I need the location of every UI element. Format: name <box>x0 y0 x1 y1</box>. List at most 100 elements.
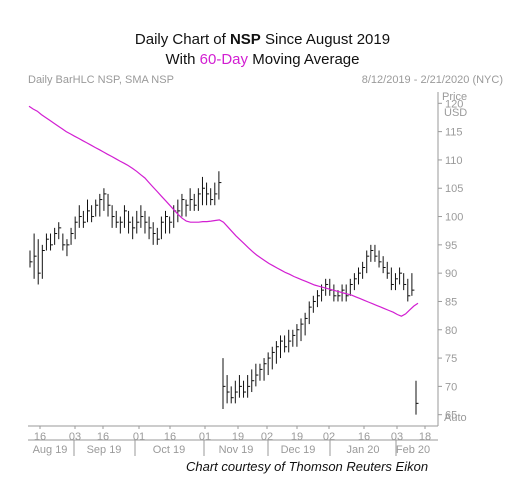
x-tick-label: 16 <box>164 431 176 443</box>
y-tick-label: 100 <box>445 212 463 224</box>
y-tick-label: 90 <box>445 268 457 280</box>
price-bar <box>325 278 329 296</box>
title-suffix: Since August 2019 <box>260 31 391 48</box>
x-tick-label: 19 <box>232 431 244 443</box>
y-tick-label: 70 <box>445 381 457 393</box>
price-bar <box>136 210 140 234</box>
subtitle-highlight: 60-Day <box>199 51 249 68</box>
price-bar <box>275 341 279 364</box>
price-bar <box>345 284 349 302</box>
price-bar <box>66 239 70 257</box>
price-bar <box>349 278 353 296</box>
price-bar <box>279 335 283 359</box>
x-tick-label: 02 <box>261 431 273 443</box>
price-bar <box>382 256 386 274</box>
price-bar <box>128 210 132 234</box>
price-bar <box>222 358 226 410</box>
auto-scale-label[interactable]: Auto <box>444 412 467 424</box>
y-tick-label: 65 <box>445 410 457 422</box>
price-bar <box>33 233 37 279</box>
x-tick-label: 16 <box>97 431 109 443</box>
price-bar <box>152 222 156 245</box>
price-bar <box>238 375 242 398</box>
x-tick-label: 16 <box>358 431 370 443</box>
price-bar <box>91 205 95 223</box>
price-bar <box>99 193 103 217</box>
price-bar <box>284 335 288 353</box>
price-bar <box>226 375 230 404</box>
date-range: 8/12/2019 - 2/21/2020 (NYC) <box>361 74 503 86</box>
price-bar <box>45 233 49 251</box>
x-tick-label: 01 <box>199 431 211 443</box>
price-bar <box>50 233 54 251</box>
price-bar <box>86 199 90 223</box>
price-bar <box>243 380 247 398</box>
month-label: Dec 19 <box>281 444 316 456</box>
price-bar <box>62 233 66 251</box>
y-tick-label: 75 <box>445 353 457 365</box>
price-bar <box>169 216 173 234</box>
price-bar <box>181 193 185 217</box>
price-bar <box>74 216 78 240</box>
y-tick-label: 95 <box>445 240 457 252</box>
price-bar <box>148 216 152 240</box>
price-bar <box>185 199 189 217</box>
price-bar <box>165 210 169 234</box>
x-tick-label: 02 <box>323 431 335 443</box>
price-bar <box>292 329 296 347</box>
month-label: Feb 20 <box>396 444 430 456</box>
price-bar <box>288 329 292 353</box>
price-bars <box>29 171 419 415</box>
x-tick-label: 18 <box>419 431 431 443</box>
price-bar <box>366 250 370 274</box>
price-bar <box>144 210 148 234</box>
series-descriptor: Daily BarHLC NSP, SMA NSP <box>28 74 174 86</box>
price-bar <box>308 301 312 325</box>
price-bar <box>210 188 214 206</box>
price-bar <box>362 261 366 279</box>
month-label: Aug 19 <box>33 444 68 456</box>
price-bar <box>107 193 111 217</box>
price-bar <box>267 352 271 376</box>
price-bar <box>251 369 255 393</box>
price-bar <box>271 346 275 370</box>
price-bar <box>255 363 259 387</box>
price-bar <box>201 176 205 206</box>
price-bar <box>123 205 127 228</box>
price-bar <box>378 250 382 268</box>
price-bar <box>386 261 390 279</box>
price-bar <box>296 324 300 347</box>
price-bar <box>415 380 419 415</box>
x-axis-ticks: 16 03 16 01 16 01 19 02 19 02 16 03 18 <box>34 426 431 443</box>
y-tick-label: 110 <box>445 155 463 167</box>
x-tick-label: 03 <box>69 431 81 443</box>
month-labels: Aug 19 Sep 19 Oct 19 Nov 19 Dec 19 Jan 20 Feb … <box>33 440 430 456</box>
price-bar <box>193 193 197 211</box>
price-bar <box>263 358 267 381</box>
price-bar <box>78 205 82 228</box>
chart-subtitle: With 60-Day Moving Average <box>0 50 525 70</box>
price-bar <box>353 273 357 291</box>
price-bar <box>103 188 107 211</box>
subtitle-prefix: With <box>165 51 200 68</box>
price-bar <box>177 199 181 223</box>
y-tick-label: 120 <box>445 98 463 110</box>
price-bar <box>115 210 119 228</box>
month-label: Sep 19 <box>87 444 122 456</box>
price-bar <box>111 205 115 228</box>
price-bar <box>304 312 308 336</box>
month-label: Nov 19 <box>219 444 254 456</box>
price-bar <box>206 182 210 206</box>
price-bar <box>399 267 403 285</box>
price-bar <box>230 386 234 404</box>
month-label: Jan 20 <box>346 444 379 456</box>
price-bar <box>234 380 238 404</box>
price-bar <box>329 278 333 296</box>
chart-title-block: Daily Chart of NSP Since August 2019 Wit… <box>0 30 525 70</box>
price-bar <box>312 295 316 313</box>
price-bar <box>160 216 164 240</box>
chart-caption: Chart courtesy of Thomson Reuters Eikon <box>186 459 429 474</box>
price-bar <box>156 227 160 245</box>
price-bar <box>370 244 374 262</box>
